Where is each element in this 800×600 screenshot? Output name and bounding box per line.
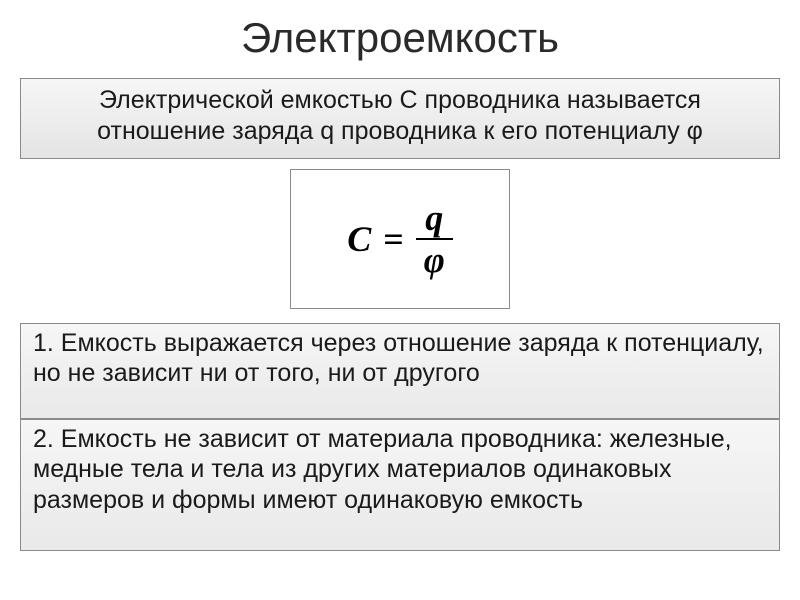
slide-title: Электроемкость bbox=[0, 0, 800, 78]
formula: C = q φ bbox=[347, 200, 453, 278]
formula-numerator: q bbox=[417, 200, 451, 236]
formula-lhs: C bbox=[347, 218, 371, 260]
definition-text: Электрической емкостью C проводника назы… bbox=[97, 86, 703, 145]
definition-box: Электрической емкостью C проводника назы… bbox=[20, 78, 780, 159]
formula-equals: = bbox=[383, 218, 404, 260]
formula-box: C = q φ bbox=[290, 169, 510, 309]
formula-denominator: φ bbox=[416, 242, 453, 278]
note-1-text: 1. Емкость выражается через отношение за… bbox=[33, 329, 764, 388]
slide: Электроемкость Электрической емкостью C … bbox=[0, 0, 800, 600]
note-box-2: 2. Емкость не зависит от материала прово… bbox=[20, 419, 780, 551]
formula-row: C = q φ bbox=[0, 169, 800, 309]
note-2-text: 2. Емкость не зависит от материала прово… bbox=[33, 425, 732, 514]
note-box-1: 1. Емкость выражается через отношение за… bbox=[20, 323, 780, 419]
formula-fraction: q φ bbox=[416, 200, 453, 278]
